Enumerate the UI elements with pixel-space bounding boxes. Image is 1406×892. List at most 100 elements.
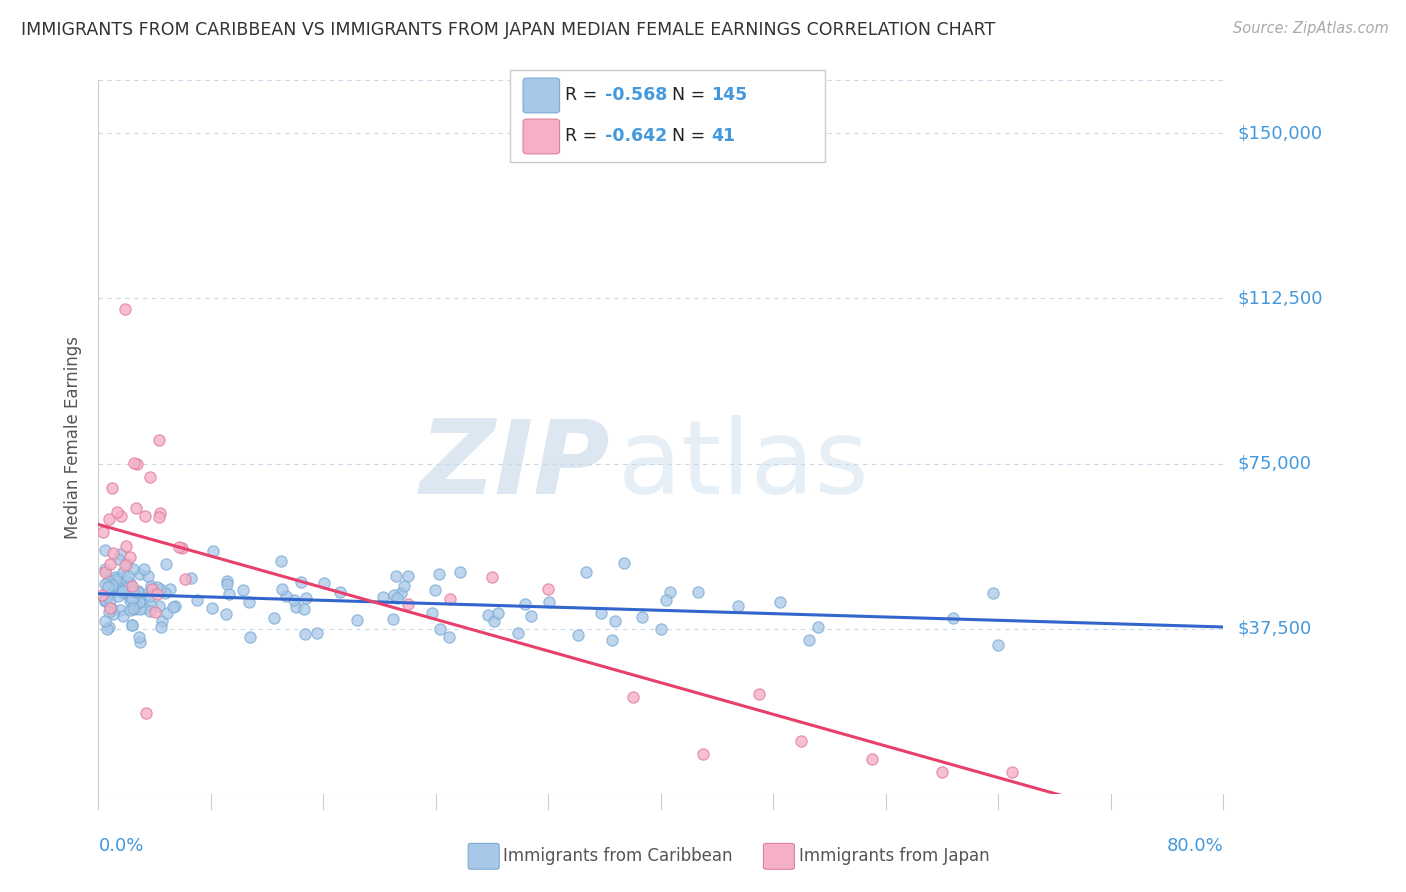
Point	[162, 600, 184, 615]
Point	[122, 562, 145, 576]
Text: $150,000: $150,000	[1237, 124, 1322, 142]
Point	[118, 590, 141, 604]
Text: 80.0%: 80.0%	[1167, 837, 1223, 855]
Point	[104, 572, 127, 586]
Point	[129, 594, 152, 608]
Text: Immigrants from Japan: Immigrants from Japan	[799, 847, 990, 865]
Point	[94, 614, 117, 628]
Point	[129, 635, 152, 649]
Point	[180, 571, 202, 585]
Point	[156, 606, 179, 620]
Point	[692, 747, 714, 762]
Point	[371, 590, 394, 604]
Point	[101, 546, 124, 560]
Point	[110, 509, 132, 524]
Point	[214, 607, 236, 622]
Point	[688, 585, 710, 599]
Point	[931, 764, 953, 779]
Point	[135, 706, 157, 721]
Point	[124, 598, 146, 612]
Point	[114, 558, 136, 572]
Point	[748, 687, 770, 701]
Point	[202, 543, 225, 558]
Point	[135, 587, 157, 601]
Text: R =: R =	[565, 87, 603, 104]
Text: $37,500: $37,500	[1237, 620, 1312, 638]
Point	[200, 601, 222, 615]
Point	[97, 511, 120, 525]
Point	[274, 589, 297, 603]
Point	[101, 583, 124, 598]
Point	[90, 589, 112, 603]
Point	[146, 580, 169, 594]
Text: -0.642: -0.642	[605, 128, 666, 145]
Point	[110, 603, 132, 617]
Point	[129, 601, 152, 615]
Point	[107, 590, 129, 604]
Y-axis label: Median Female Earnings: Median Female Earnings	[63, 335, 82, 539]
Point	[270, 554, 292, 568]
Point	[155, 557, 177, 571]
Point	[104, 570, 127, 584]
Point	[155, 586, 177, 600]
Point	[238, 595, 260, 609]
Point	[98, 600, 121, 615]
Point	[139, 469, 162, 483]
Text: atlas: atlas	[619, 415, 870, 516]
Point	[134, 509, 156, 524]
Point	[138, 569, 160, 583]
Point	[292, 602, 315, 616]
Point	[506, 625, 529, 640]
Point	[600, 633, 623, 648]
Point	[942, 611, 965, 625]
Point	[118, 549, 141, 564]
Point	[860, 751, 883, 765]
Point	[101, 607, 124, 622]
Point	[481, 570, 503, 584]
Point	[111, 609, 134, 624]
Point	[283, 592, 305, 607]
Point	[128, 567, 150, 582]
Point	[807, 620, 830, 634]
Point	[122, 601, 145, 615]
Point	[218, 586, 240, 600]
Point	[94, 594, 117, 608]
Point	[150, 615, 173, 629]
Text: N =: N =	[672, 128, 711, 145]
Point	[148, 434, 170, 448]
Point	[420, 607, 443, 621]
Point	[117, 569, 139, 583]
Point	[121, 617, 143, 632]
Point	[94, 576, 117, 591]
Point	[120, 602, 142, 616]
Point	[94, 592, 117, 607]
Point	[165, 599, 187, 613]
Text: 41: 41	[711, 128, 735, 145]
Text: N =: N =	[672, 87, 711, 104]
Point	[513, 597, 536, 611]
Point	[385, 568, 408, 582]
Point	[172, 541, 194, 556]
Point	[797, 633, 820, 648]
Point	[146, 586, 169, 600]
Point	[141, 582, 163, 596]
Point	[159, 582, 181, 596]
Point	[94, 565, 117, 579]
Point	[603, 614, 626, 628]
Point	[621, 690, 644, 704]
Point	[239, 631, 262, 645]
Point	[396, 569, 419, 583]
Point	[294, 591, 316, 605]
Point	[658, 585, 681, 599]
Point	[423, 582, 446, 597]
Point	[97, 580, 120, 594]
Point	[263, 611, 285, 625]
Point	[1001, 764, 1024, 779]
Point	[100, 481, 122, 495]
Point	[149, 506, 172, 520]
Point	[307, 626, 329, 640]
Point	[143, 605, 166, 619]
Point	[124, 602, 146, 616]
Point	[312, 576, 335, 591]
Point	[139, 604, 162, 618]
